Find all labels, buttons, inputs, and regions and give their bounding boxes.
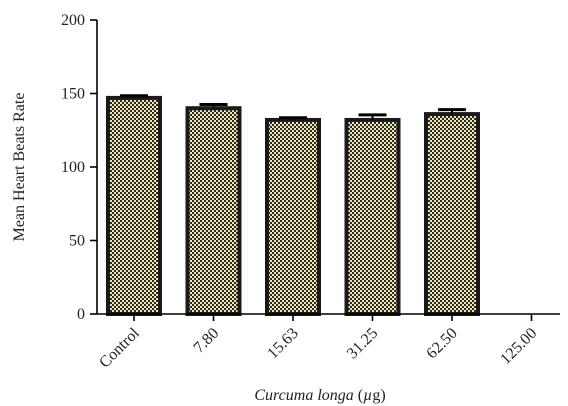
bar [424, 112, 480, 316]
x-axis-label-paren: ( [354, 387, 363, 404]
x-axis-label-species: Curcuma longa [254, 387, 353, 404]
bar [344, 117, 401, 316]
error-bars-layer [120, 94, 466, 120]
y-tick-label: 200 [61, 12, 85, 29]
y-tick-label: 100 [61, 159, 85, 176]
x-tick-label: Control [96, 324, 143, 371]
x-tick-label: 31.25 [344, 325, 381, 362]
bar [185, 106, 242, 316]
y-tick-label: 0 [77, 306, 85, 323]
y-tick-label: 150 [61, 86, 85, 103]
x-tick-label: 62.50 [423, 325, 460, 362]
y-tick-label: 50 [69, 233, 85, 250]
bars-layer [106, 95, 480, 316]
x-tick-label: 7.80 [191, 325, 223, 357]
x-axis-label-mu: µ [363, 387, 372, 404]
bar [106, 95, 162, 316]
x-ticks: Control 7.80 15.63 31.25 62.50 125.00 [96, 314, 540, 371]
x-axis-label: Curcuma longa (µg) [254, 387, 385, 404]
y-ticks: 0 50 100 150 200 [61, 12, 97, 323]
x-axis-label-unit: g) [372, 387, 385, 404]
bar [265, 117, 321, 316]
y-axis-label: Mean Heart Beats Rate [11, 93, 28, 242]
x-tick-label: 125.00 [497, 325, 540, 368]
x-tick-label: 15.63 [264, 325, 301, 362]
